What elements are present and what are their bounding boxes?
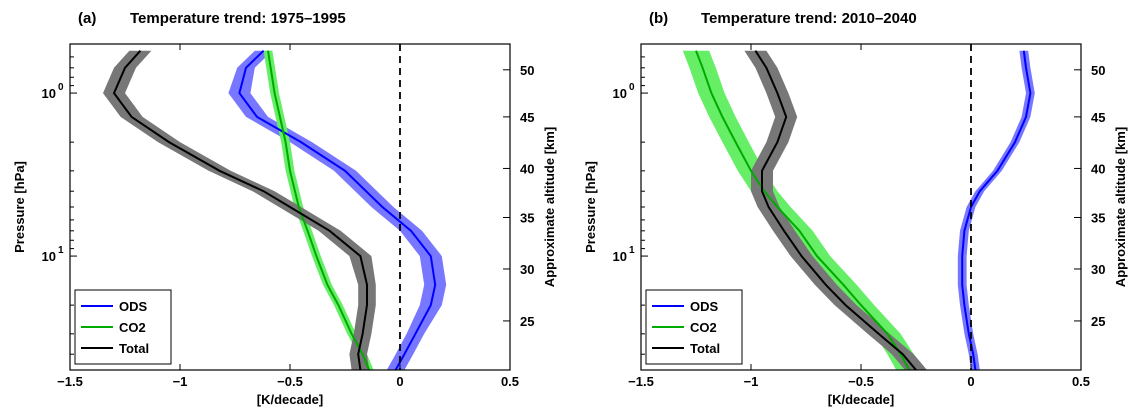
plot-area xyxy=(103,49,447,370)
series-line-co2 xyxy=(695,50,911,370)
legend-label-co2: CO2 xyxy=(690,320,717,335)
y-tick-label: 10 xyxy=(613,86,627,101)
legend-label-ods: ODS xyxy=(690,299,719,314)
alt-tick-label: 50 xyxy=(520,63,534,78)
panel-label: (a) xyxy=(78,10,96,27)
x-tick-label: −1.5 xyxy=(57,374,83,389)
y-axis-right-label: Approximate altitude [km] xyxy=(542,127,557,287)
x-tick-label: 0.5 xyxy=(501,374,519,389)
panel-label: (b) xyxy=(649,10,668,27)
y-tick-exponent: 0 xyxy=(58,82,64,93)
y-axis-label: Pressure [hPa] xyxy=(12,161,27,253)
legend: ODS CO2 Total xyxy=(645,289,743,365)
chart-title: Temperature trend: 1975–1995 xyxy=(130,10,346,27)
chart-title: Temperature trend: 2010–2040 xyxy=(701,10,917,27)
y-tick-exponent: 1 xyxy=(629,245,635,256)
series-line-total xyxy=(112,50,368,370)
x-tick-label: 0 xyxy=(967,374,974,389)
y-tick-exponent: 0 xyxy=(629,82,635,93)
x-tick-label: −0.5 xyxy=(848,374,874,389)
series-line-co2 xyxy=(267,50,371,370)
series-band-ods xyxy=(957,50,1035,370)
x-tick-label: 0.5 xyxy=(1072,374,1090,389)
legend-label-total: Total xyxy=(690,341,720,356)
y-axis-right-label: Approximate altitude [km] xyxy=(1113,127,1128,287)
alt-tick-label: 30 xyxy=(1091,262,1105,277)
alt-tick-label: 50 xyxy=(1091,63,1105,78)
legend-label-ods: ODS xyxy=(119,299,148,314)
legend: ODS CO2 Total xyxy=(74,289,172,365)
series-band-co2 xyxy=(263,50,374,370)
alt-tick-label: 40 xyxy=(520,161,534,176)
x-tick-label: −1.5 xyxy=(628,374,654,389)
alt-tick-label: 35 xyxy=(1091,211,1105,226)
alt-tick-label: 35 xyxy=(520,211,534,226)
y-axis-label: Pressure [hPa] xyxy=(583,161,598,253)
series-band-total xyxy=(744,50,927,370)
y-tick-label: 10 xyxy=(42,249,56,264)
y-tick-label: 10 xyxy=(613,249,627,264)
alt-tick-label: 45 xyxy=(520,110,534,125)
alt-tick-label: 30 xyxy=(520,262,534,277)
series-band-ods xyxy=(228,50,447,370)
legend-label-total: Total xyxy=(119,341,149,356)
alt-tick-label: 40 xyxy=(1091,161,1105,176)
x-axis-label: [K/decade] xyxy=(257,392,323,407)
x-axis-label: [K/decade] xyxy=(828,392,894,407)
x-tick-label: −0.5 xyxy=(277,374,303,389)
x-tick-label: −1 xyxy=(173,374,188,389)
y-tick-exponent: 1 xyxy=(58,245,64,256)
alt-tick-label: 45 xyxy=(1091,110,1105,125)
alt-tick-label: 25 xyxy=(1091,314,1105,329)
alt-tick-label: 25 xyxy=(520,314,534,329)
legend-label-co2: CO2 xyxy=(119,320,146,335)
series-line-ods xyxy=(238,49,437,370)
series-line-total xyxy=(754,50,917,370)
y-tick-label: 10 xyxy=(42,86,56,101)
x-tick-label: 0 xyxy=(396,374,403,389)
x-tick-label: −1 xyxy=(744,374,759,389)
